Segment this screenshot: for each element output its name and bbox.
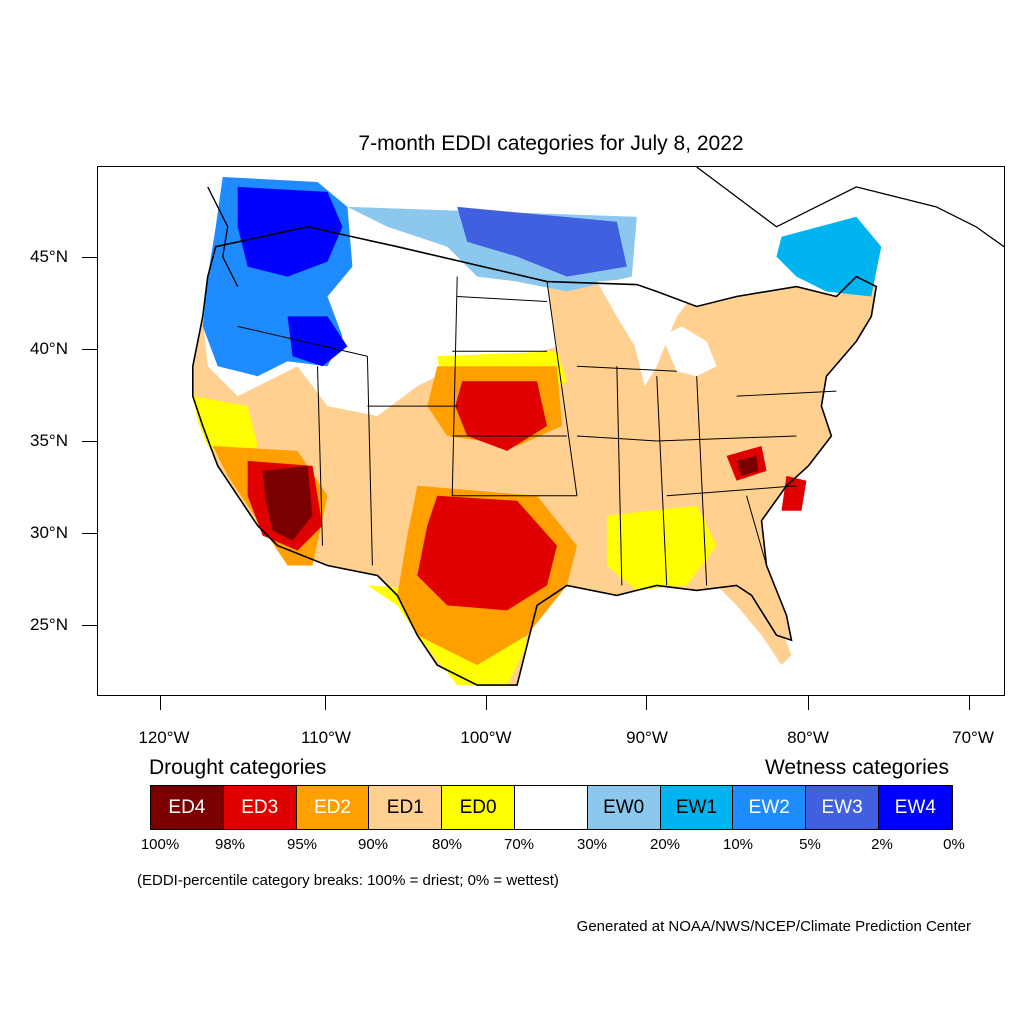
legend-cell-ew2: EW2 — [733, 786, 807, 829]
normal-region-southwest — [297, 555, 418, 636]
border-line-2 — [317, 366, 324, 546]
legend-cell-ew3: EW3 — [806, 786, 879, 829]
legend-cell-normal — [514, 786, 588, 829]
legend-cell-ew0: EW0 — [587, 786, 661, 829]
lon-tick — [325, 696, 326, 710]
border-line-18 — [736, 390, 837, 397]
lat-tick — [82, 257, 97, 258]
ed4-region-southwest — [262, 465, 313, 541]
percentile-label: 30% — [576, 836, 608, 853]
lon-label-80w: 80°W — [787, 728, 829, 747]
wet-core-northwest — [237, 186, 343, 277]
wet-core-idaho — [287, 316, 348, 367]
country-outline — [191, 225, 878, 686]
coastline-north — [696, 167, 1004, 248]
lat-tick — [82, 533, 97, 534]
coastline-northwest — [207, 186, 239, 287]
legend-cell-ew1: EW1 — [660, 786, 734, 829]
percentile-label: 5% — [799, 836, 821, 853]
percentile-label: 90% — [357, 836, 389, 853]
category-legend: ED4 ED3 ED2 ED1 ED0 EW0 EW1 EW2 EW3 EW4 — [150, 785, 953, 830]
ed4-region-tennessee — [736, 455, 759, 476]
border-line-16 — [656, 435, 797, 442]
lon-tick — [486, 696, 487, 710]
lon-tick — [808, 696, 809, 710]
conus-fill — [192, 176, 882, 686]
eddi-map — [97, 166, 1005, 696]
lat-label-25n: 25°N — [30, 615, 68, 634]
lon-tick — [160, 696, 161, 710]
border-line-14 — [656, 376, 668, 586]
ed3-region-texas — [417, 495, 557, 611]
percentile-label: 20% — [649, 836, 681, 853]
border-line-6 — [457, 296, 548, 302]
border-line-19 — [746, 495, 768, 566]
border-line-11 — [576, 365, 677, 372]
border-line-12 — [576, 435, 657, 442]
category-breaks-note: (EDDI-percentile category breaks: 100% =… — [137, 872, 559, 889]
lat-label-45n: 45°N — [30, 247, 68, 266]
lat-label-40n: 40°N — [30, 339, 68, 358]
border-line-15 — [696, 376, 708, 586]
lon-label-100w: 100°W — [460, 728, 512, 747]
drought-heading: Drought categories — [149, 756, 327, 779]
credit-text: Generated at NOAA/NWS/NCEP/Climate Predi… — [576, 918, 971, 935]
percentile-label: 100% — [140, 836, 180, 853]
percentile-label: 70% — [503, 836, 535, 853]
lake-michigan-huron — [661, 326, 717, 377]
lat-label-30n: 30°N — [30, 523, 68, 542]
ed0-region-southeast — [606, 505, 717, 591]
lat-tick — [82, 349, 97, 350]
percentile-label: 98% — [214, 836, 246, 853]
legend-cell-ew4: EW4 — [878, 786, 952, 829]
ed3-region-nebraska — [455, 381, 548, 451]
wet-core-dakotas — [457, 206, 627, 277]
lat-label-35n: 35°N — [30, 431, 68, 450]
legend-cell-ed3: ED3 — [223, 786, 297, 829]
lat-tick — [82, 441, 97, 442]
lon-label-70w: 70°W — [952, 728, 994, 747]
lon-tick — [646, 696, 647, 710]
florida-region — [716, 575, 792, 666]
border-line-5 — [451, 276, 458, 496]
state-boundaries — [191, 225, 878, 686]
lon-tick — [969, 696, 970, 710]
wet-region-newengland — [776, 216, 882, 297]
border-line-3 — [366, 356, 373, 566]
border-line-13 — [616, 366, 623, 586]
border-line-1 — [237, 325, 368, 357]
legend-cell-ed2: ED2 — [296, 786, 370, 829]
canada-coastline — [207, 167, 1004, 287]
lon-label-110w: 110°W — [301, 728, 351, 747]
border-line-17 — [666, 485, 797, 497]
border-line-10 — [546, 281, 578, 496]
legend-cell-ed4: ED4 — [151, 786, 224, 829]
percentile-label: 95% — [286, 836, 318, 853]
lat-tick — [82, 625, 97, 626]
legend-cell-ed0: ED0 — [442, 786, 515, 829]
wetness-heading: Wetness categories — [764, 756, 949, 779]
map-title: 7-month EDDI categories for July 8, 2022 — [358, 132, 744, 155]
percentile-label: 80% — [431, 836, 463, 853]
lon-label-120w: 120°W — [138, 728, 190, 747]
legend-cell-ed1: ED1 — [369, 786, 443, 829]
map-canvas — [191, 167, 1004, 686]
percentile-label: 2% — [871, 836, 893, 853]
lon-label-90w: 90°W — [626, 728, 668, 747]
percentile-label: 10% — [722, 836, 754, 853]
great-lakes — [596, 276, 697, 387]
percentile-label: 0% — [943, 836, 965, 853]
